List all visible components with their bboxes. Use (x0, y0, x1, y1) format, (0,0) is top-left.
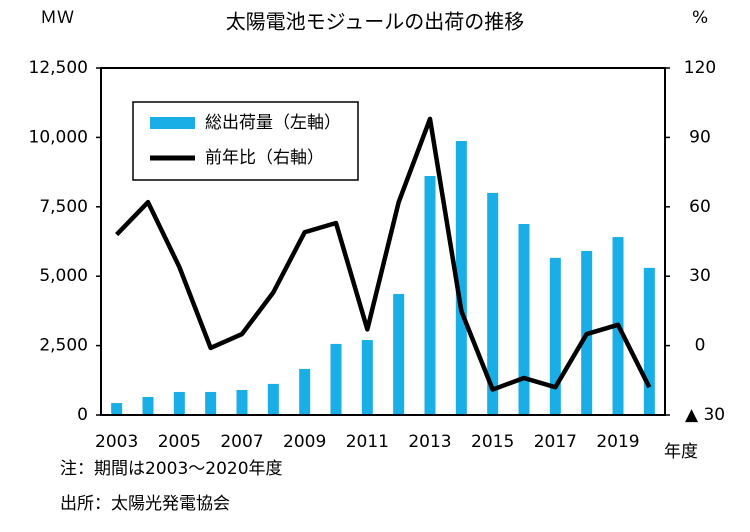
bar (455, 141, 467, 416)
y2-tick-label: 120 (684, 58, 716, 78)
bar (236, 390, 248, 415)
legend-label: 総出荷量（左軸） (205, 113, 341, 133)
y-tick-label: 10,000 (29, 127, 88, 147)
bar (424, 175, 436, 415)
bar (518, 224, 530, 415)
x-tick-label: 2017 (534, 432, 577, 452)
y-tick-label: 2,500 (39, 336, 88, 356)
x-tick-label: 2003 (95, 432, 138, 452)
x-axis-label: 年度 (664, 442, 698, 462)
legend-box (132, 101, 359, 181)
y-tick-label: 12,500 (29, 58, 88, 78)
x-tick-label: 2009 (283, 432, 326, 452)
y-axis-label: ＭＷ (40, 8, 74, 28)
bar (267, 383, 279, 415)
x-tick-label: 2013 (408, 432, 451, 452)
x-tick-label: 2011 (346, 432, 389, 452)
bar (330, 343, 342, 415)
plot-frame (100, 67, 666, 416)
y-tick-label: 5,000 (39, 266, 88, 286)
bar (549, 257, 561, 415)
chart-title: 太陽電池モジュールの出荷の推移 (226, 10, 525, 34)
bar (173, 391, 185, 415)
bar (643, 267, 655, 415)
y2-tick-label: ▲ 30 (685, 405, 725, 425)
legend-swatch (150, 117, 195, 129)
bar (487, 192, 499, 415)
legend-label: 前年比（右軸） (205, 148, 324, 168)
y-tick-label: 0 (77, 405, 88, 425)
y2-tick-label: 90 (689, 127, 711, 147)
y-tick-label: 7,500 (39, 197, 88, 217)
note: 注：期間は2003～2020年度 (60, 459, 283, 479)
bar (299, 368, 311, 415)
y2-tick-label: 0 (695, 336, 706, 356)
line (115, 116, 652, 392)
y2-axis-label: % (692, 8, 708, 28)
x-tick-label: 2005 (158, 432, 201, 452)
x-tick-label: 2015 (471, 432, 514, 452)
y2-tick-label: 60 (689, 197, 711, 217)
bar (142, 396, 154, 415)
bar (361, 340, 373, 415)
bar (393, 293, 405, 415)
y2-tick-label: 30 (689, 266, 711, 286)
x-tick-label: 2019 (596, 432, 639, 452)
x-tick-label: 2007 (220, 432, 263, 452)
bar (205, 391, 217, 415)
bar (111, 403, 123, 415)
source: 出所：太陽光発電協会 (60, 494, 230, 514)
